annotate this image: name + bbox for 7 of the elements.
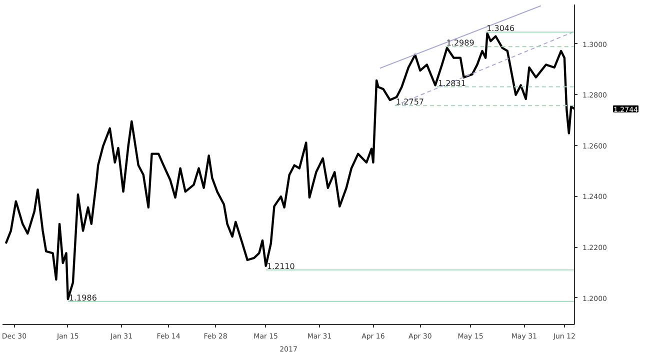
annotation: 1.2831 bbox=[438, 78, 466, 88]
annotation: 1.2110 bbox=[266, 262, 295, 271]
annotation: 1.3046 bbox=[486, 24, 515, 34]
annotation: 1.2989 bbox=[446, 38, 474, 48]
annotation: 1.1986 bbox=[68, 293, 97, 302]
annotation: 1.2757 bbox=[396, 98, 424, 107]
line-series bbox=[4, 32, 574, 300]
